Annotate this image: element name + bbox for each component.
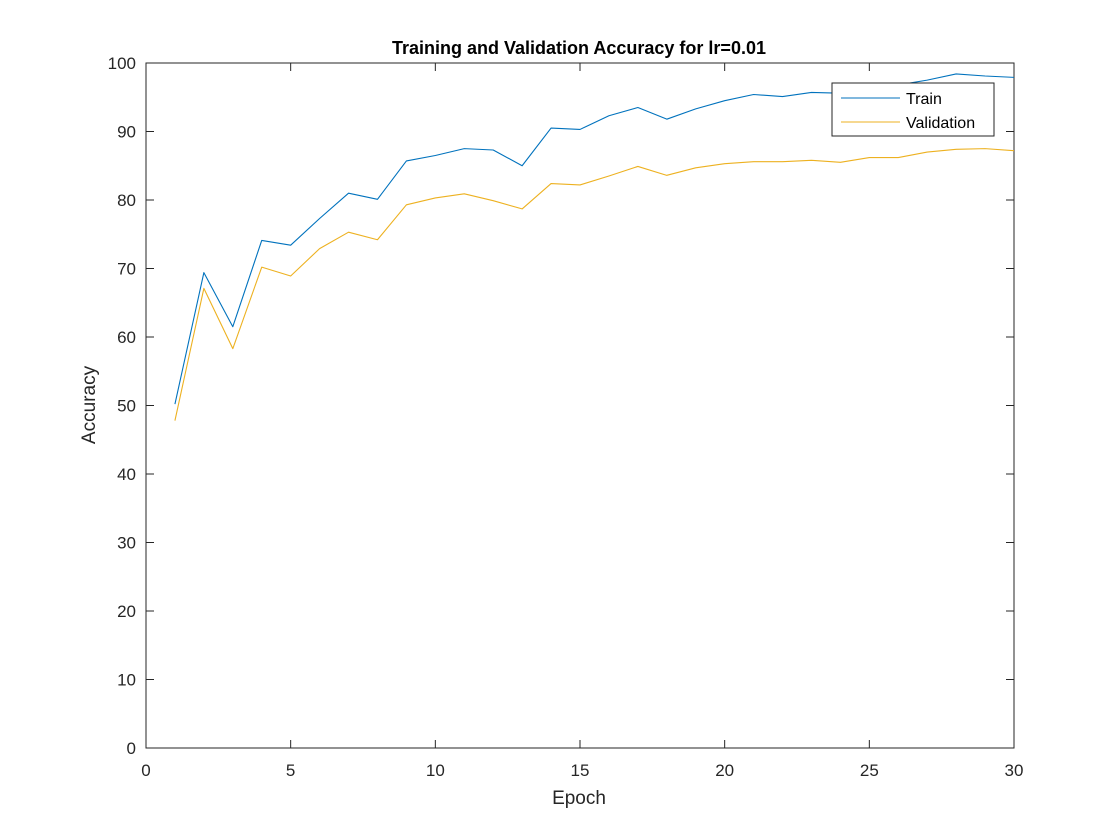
y-tick-label: 0	[127, 739, 136, 758]
y-tick-label: 50	[117, 397, 136, 416]
x-tick-label: 20	[715, 761, 734, 780]
chart-title: Training and Validation Accuracy for lr=…	[392, 38, 766, 58]
y-tick-label: 70	[117, 260, 136, 279]
y-tick-label: 80	[117, 191, 136, 210]
x-tick-label: 5	[286, 761, 295, 780]
legend-box	[831, 82, 995, 137]
x-tick-label: 0	[141, 761, 150, 780]
legend-label-train: Train	[906, 91, 942, 108]
legend-label-validation: Validation	[906, 115, 975, 132]
series-line-validation	[174, 148, 1015, 421]
y-tick-label: 30	[117, 534, 136, 553]
y-tick-label: 10	[117, 671, 136, 690]
y-tick-label: 100	[108, 54, 136, 73]
y-tick-label: 90	[117, 123, 136, 142]
plot-area: 0 5 10 15 20 25 30 0 10 20 30 40 50 60 70 80 90 100	[108, 54, 1024, 780]
x-axis-label: Epoch	[552, 788, 606, 809]
x-tick-label: 30	[1005, 761, 1024, 780]
y-tick-label: 60	[117, 328, 136, 347]
legend: Train Validation	[831, 82, 995, 137]
y-tick-label: 40	[117, 465, 136, 484]
y-axis-label: Accuracy	[79, 365, 100, 444]
axes-box	[145, 62, 1015, 749]
x-tick-label: 25	[860, 761, 879, 780]
y-tick-label: 20	[117, 602, 136, 621]
x-tick-label: 15	[571, 761, 590, 780]
x-tick-label: 10	[426, 761, 445, 780]
